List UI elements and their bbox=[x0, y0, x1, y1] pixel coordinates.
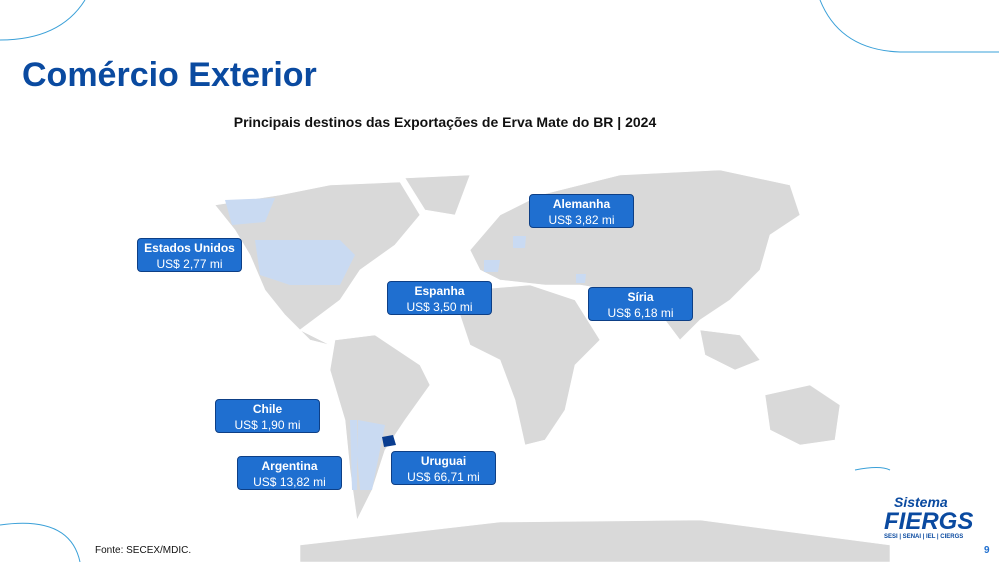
callout-country: Estados Unidos bbox=[144, 241, 235, 255]
logo-name: FIERGS bbox=[884, 508, 974, 535]
callout-value: US$ 13,82 mi bbox=[253, 475, 326, 489]
subtitle: Principais destinos das Exportações de E… bbox=[233, 114, 657, 130]
callout: Chile US$ 1,90 mi bbox=[215, 399, 320, 433]
callout-country: Argentina bbox=[261, 459, 318, 473]
callout: Síria US$ 6,18 mi bbox=[588, 287, 693, 321]
highlight-uruguay bbox=[382, 435, 396, 447]
landmass bbox=[764, 384, 841, 446]
page-number: 9 bbox=[984, 545, 990, 556]
corner-deco bbox=[819, 0, 999, 53]
callout-value: US$ 2,77 mi bbox=[156, 257, 223, 271]
highlight-argentina bbox=[357, 420, 385, 490]
highlight-germany bbox=[513, 236, 526, 248]
callout: Argentina US$ 13,82 mi bbox=[237, 456, 342, 490]
highlight-syria bbox=[576, 274, 586, 283]
highlight-alaska bbox=[225, 198, 275, 225]
callout-country: Uruguai bbox=[420, 454, 467, 468]
highlight-chile bbox=[350, 420, 357, 490]
title: Comércio Exterior bbox=[22, 56, 317, 94]
callout-country: Espanha bbox=[414, 284, 465, 298]
callout-country: Chile bbox=[252, 402, 283, 416]
highlight-spain bbox=[484, 260, 500, 272]
callout-country: Alemanha bbox=[552, 197, 611, 211]
callout-value: US$ 3,82 mi bbox=[548, 213, 615, 227]
callout-value: US$ 66,71 mi bbox=[407, 470, 480, 484]
highlight-usa bbox=[255, 240, 355, 285]
logo: Sistema FIERGS SESI | SENAI | IEL | CIER… bbox=[884, 494, 984, 540]
corner-deco bbox=[0, 0, 86, 41]
callout: Alemanha US$ 3,82 mi bbox=[529, 194, 634, 228]
corner-deco bbox=[0, 522, 81, 562]
callout-value: US$ 3,50 mi bbox=[406, 300, 473, 314]
logo-strip: SESI | SENAI | IEL | CIERGS bbox=[884, 534, 964, 540]
landmass bbox=[699, 329, 761, 371]
source: Fonte: SECEX/MDIC. bbox=[95, 545, 192, 556]
corner-deco bbox=[854, 467, 891, 471]
callout-value: US$ 6,18 mi bbox=[607, 306, 674, 320]
callout: Espanha US$ 3,50 mi bbox=[387, 281, 492, 315]
callout-country: Síria bbox=[627, 290, 654, 304]
logo-top: Sistema bbox=[894, 494, 948, 510]
callout: Estados Unidos US$ 2,77 mi bbox=[137, 238, 242, 272]
callout-value: US$ 1,90 mi bbox=[234, 418, 301, 432]
landmass bbox=[404, 174, 471, 216]
landmass bbox=[299, 519, 891, 562]
landmass bbox=[459, 284, 601, 446]
callout: Uruguai US$ 66,71 mi bbox=[391, 451, 496, 485]
